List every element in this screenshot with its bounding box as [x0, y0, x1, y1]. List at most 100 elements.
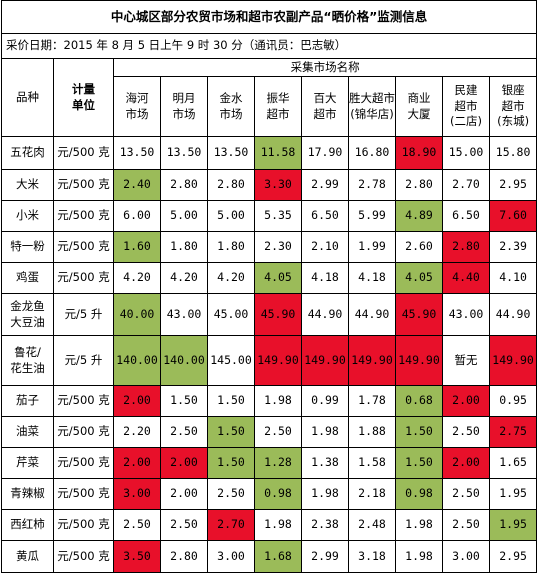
item-name: 鸡蛋 — [1, 262, 54, 294]
price-cell: 暂无 — [442, 335, 490, 386]
price-cell: 0.98 — [254, 478, 302, 510]
price-cell: 43.00 — [442, 293, 490, 336]
price-cell: 4.05 — [395, 262, 443, 294]
price-cell: 2.70 — [442, 169, 490, 201]
item-name: 油菜 — [1, 416, 54, 448]
price-cell: 2.18 — [348, 478, 396, 510]
price-cell: 1.60 — [113, 231, 161, 263]
price-cell: 2.10 — [301, 231, 349, 263]
price-cell: 4.05 — [254, 262, 302, 294]
price-cell: 1.65 — [488, 447, 538, 479]
price-cell: 2.50 — [442, 509, 490, 541]
market-name: 民建 超市 (二店) — [442, 76, 490, 137]
price-cell: 1.50 — [395, 416, 443, 448]
price-cell: 6.50 — [301, 200, 349, 232]
price-cell: 1.28 — [254, 447, 302, 479]
price-cell: 2.80 — [160, 540, 208, 573]
price-cell: 4.18 — [301, 262, 349, 294]
price-cell: 13.50 — [207, 136, 255, 170]
table-row: 金龙鱼 大豆油 元/5 升 40.00 43.00 45.00 45.90 44.90 44.… — [1, 293, 538, 336]
price-cell: 5.00 — [160, 200, 208, 232]
price-cell: 2.80 — [395, 169, 443, 201]
price-cell: 1.50 — [207, 416, 255, 448]
price-cell: 4.20 — [207, 262, 255, 294]
table-row: 黄瓜 元/500 克 3.50 2.80 3.00 1.68 2.99 3.18 1.98 3.0… — [1, 540, 538, 573]
price-cell: 44.90 — [348, 293, 396, 336]
price-cell: 140.00 — [113, 335, 161, 386]
unit: 元/500 克 — [53, 509, 114, 541]
price-cell: 1.99 — [348, 231, 396, 263]
price-cell: 2.75 — [488, 416, 538, 448]
unit: 元/500 克 — [53, 136, 114, 170]
price-cell: 2.30 — [254, 231, 302, 263]
price-cell: 1.38 — [301, 447, 349, 479]
price-cell: 2.50 — [442, 416, 490, 448]
price-cell: 1.98 — [395, 509, 443, 541]
price-cell: 2.80 — [207, 169, 255, 201]
price-cell: 2.70 — [207, 509, 255, 541]
price-cell: 3.50 — [113, 540, 161, 573]
table-row: 海河 市场 明月 市场 金水 市场 振华 超市 百大 超市 胜大超市 (锦华店) 商业 大厦… — [2, 76, 538, 137]
table-row: 品种 计量 单位 采集市场名称 — [1, 58, 538, 137]
unit: 元/500 克 — [53, 478, 114, 510]
item-name: 特一粉 — [1, 231, 54, 263]
header-item: 品种 — [1, 58, 54, 137]
unit: 元/500 克 — [53, 540, 114, 573]
price-cell: 2.50 — [113, 509, 161, 541]
price-cell: 1.78 — [348, 385, 396, 417]
price-cell: 4.20 — [160, 262, 208, 294]
price-cell: 149.90 — [488, 335, 538, 386]
price-cell: 1.50 — [160, 385, 208, 417]
item-name: 五花肉 — [1, 136, 54, 170]
price-cell: 2.50 — [160, 416, 208, 448]
price-cell: 3.30 — [254, 169, 302, 201]
price-cell: 1.98 — [301, 416, 349, 448]
price-table: 中心城区部分农贸市场和超市农副产品“晒价格”监测信息 采价日期：2015 年 8 … — [0, 0, 538, 573]
price-cell: 2.99 — [301, 169, 349, 201]
title: 中心城区部分农贸市场和超市农副产品“晒价格”监测信息 — [0, 0, 538, 34]
price-cell: 2.38 — [301, 509, 349, 541]
price-cell: 11.58 — [254, 136, 302, 170]
table-row: 芹菜 元/500 克 2.00 2.00 1.50 1.28 1.38 1.58 1.50 2.0… — [1, 447, 538, 479]
table-row: 茄子 元/500 克 2.00 1.50 1.50 1.98 0.99 1.78 0.68 2.0… — [1, 385, 538, 417]
price-cell: 2.50 — [207, 478, 255, 510]
price-cell: 3.00 — [113, 478, 161, 510]
price-cell: 149.90 — [301, 335, 349, 386]
subtitle: 采价日期：2015 年 8 月 5 日上午 9 时 30 分（通讯员：巴志敏） — [0, 33, 538, 59]
price-cell: 44.90 — [488, 293, 538, 336]
price-cell: 1.88 — [348, 416, 396, 448]
price-cell: 6.00 — [113, 200, 161, 232]
price-cell: 2.95 — [488, 169, 538, 201]
unit: 元/500 克 — [53, 416, 114, 448]
item-name: 黄瓜 — [1, 540, 54, 573]
price-cell: 2.80 — [160, 169, 208, 201]
price-cell: 4.40 — [442, 262, 490, 294]
market-name: 百大 超市 — [301, 76, 349, 137]
unit: 元/500 克 — [53, 231, 114, 263]
table-body: 中心城区部分农贸市场和超市农副产品“晒价格”监测信息 采价日期：2015 年 8 … — [0, 0, 538, 573]
price-cell: 6.50 — [442, 200, 490, 232]
price-cell: 1.98 — [395, 540, 443, 573]
price-cell: 5.00 — [207, 200, 255, 232]
market-name: 商业 大厦 — [395, 76, 443, 137]
price-cell: 3.00 — [442, 540, 490, 573]
item-name: 大米 — [1, 169, 54, 201]
price-cell: 2.00 — [160, 447, 208, 479]
unit: 元/500 克 — [53, 385, 114, 417]
table-row: 五花肉 元/500 克 13.50 13.50 13.50 11.58 17.90 16.80… — [1, 136, 538, 170]
price-cell: 1.98 — [301, 478, 349, 510]
price-cell: 4.89 — [395, 200, 443, 232]
price-cell: 45.90 — [254, 293, 302, 336]
price-cell: 40.00 — [113, 293, 161, 336]
price-cell: 2.60 — [395, 231, 443, 263]
price-cell: 2.50 — [160, 509, 208, 541]
price-cell: 2.78 — [348, 169, 396, 201]
price-cell: 1.50 — [395, 447, 443, 479]
price-cell: 149.90 — [254, 335, 302, 386]
unit: 元/500 克 — [53, 200, 114, 232]
price-cell: 2.00 — [442, 385, 490, 417]
price-cell: 17.90 — [301, 136, 349, 170]
table-row: 采价日期：2015 年 8 月 5 日上午 9 时 30 分（通讯员：巴志敏） — [0, 33, 538, 59]
table-row: 鸡蛋 元/500 克 4.20 4.20 4.20 4.05 4.18 4.18 4.05 4.4… — [1, 262, 538, 294]
